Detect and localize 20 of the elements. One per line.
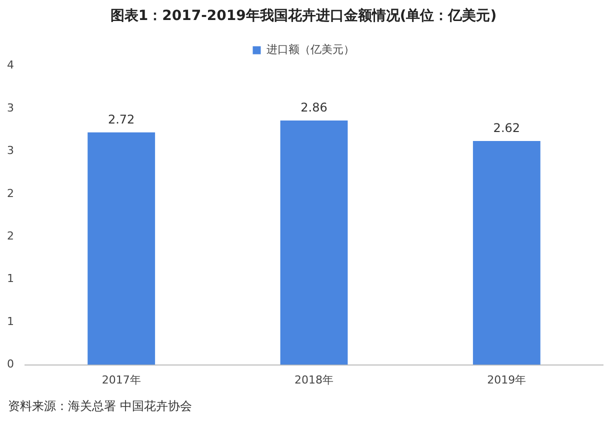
text: 资料来源：海关总署 中国花卉协会	[8, 398, 192, 415]
data-label: 2.72	[108, 112, 135, 127]
y-tick-label: 1	[7, 314, 14, 328]
data-label: 2.62	[493, 121, 520, 136]
x-tick-label: 2018年	[294, 373, 334, 386]
y-tick-label: 3	[7, 101, 14, 114]
x-tick-label: 2017年	[102, 373, 141, 386]
chart-title: 图表1：2017-2019年我国花卉进口金额情况(单位：亿美元)	[110, 7, 497, 24]
y-tick-label: 2	[7, 230, 14, 243]
x-tick-label: 2019年	[487, 373, 526, 386]
data-label: 2.86	[300, 100, 328, 115]
bar	[280, 120, 348, 365]
bar	[472, 140, 540, 365]
y-tick-label: 2	[7, 186, 14, 200]
y-tick-label: 1	[7, 272, 14, 286]
y-tick-label: 3	[7, 144, 14, 158]
y-tick-label: 0	[7, 358, 14, 371]
bar	[88, 132, 156, 365]
legend-label: 进口额（亿美元）	[266, 43, 354, 56]
y-tick-label: 4	[7, 58, 14, 72]
